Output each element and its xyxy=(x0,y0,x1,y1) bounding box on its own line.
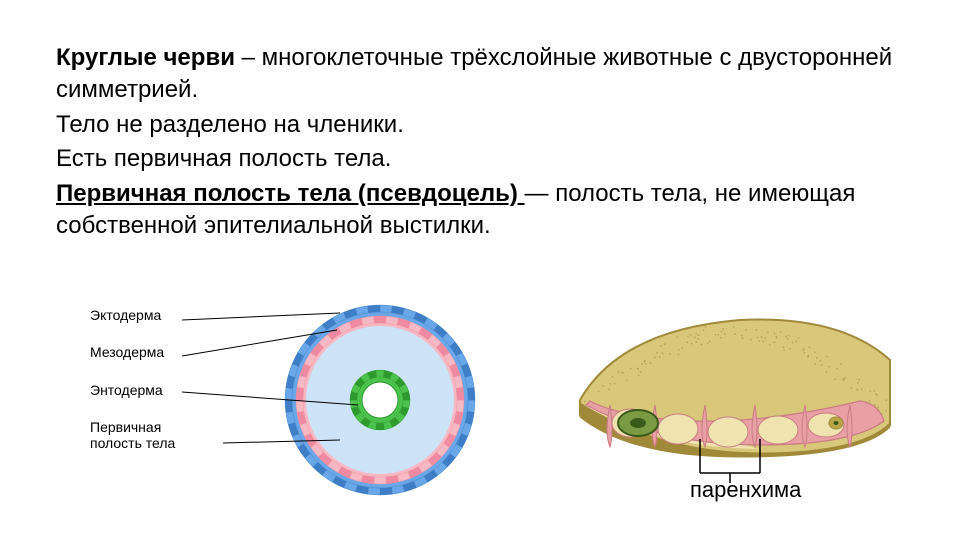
label-mesoderm: Мезодерма xyxy=(90,345,175,360)
label-cavity: Первичная полость тела xyxy=(90,420,175,451)
term-roundworms: Круглые черви xyxy=(56,44,235,71)
paragraph-3: Есть первичная полость тела. xyxy=(56,143,904,175)
diagram-wedge: паренхима xyxy=(560,305,920,505)
paragraph-2: Тело не разделено на членики. xyxy=(56,109,904,141)
label-column: Эктодерма Мезодерма Энтодерма Первичная … xyxy=(90,308,175,473)
diagrams-area: Эктодерма Мезодерма Энтодерма Первичная … xyxy=(0,280,960,530)
main-text: Круглые черви – многоклеточные трёхслойн… xyxy=(56,42,904,242)
label-endoderm: Энтодерма xyxy=(90,383,175,398)
paragraph-1: Круглые черви – многоклеточные трёхслойн… xyxy=(56,42,904,107)
paragraph-4: Первичная полость тела (псевдоцель) — по… xyxy=(56,178,904,243)
wedge-svg xyxy=(560,305,920,505)
label-parenchyma: паренхима xyxy=(690,477,801,503)
term-pseudocoel: Первичная полость тела (псевдоцель) xyxy=(56,180,525,207)
label-ectoderm: Эктодерма xyxy=(90,308,175,323)
diagram-cross-section: Эктодерма Мезодерма Энтодерма Первичная … xyxy=(90,280,510,520)
slide: Круглые черви – многоклеточные трёхслойн… xyxy=(0,0,960,540)
